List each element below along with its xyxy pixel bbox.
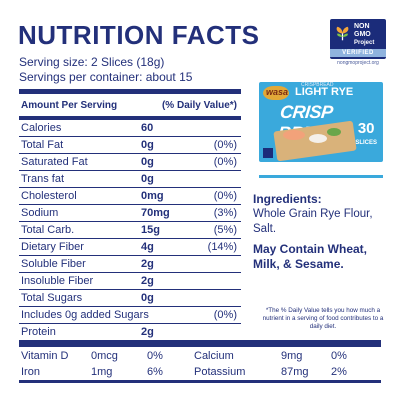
nutrient-amount: 4g bbox=[141, 241, 154, 253]
nutrient-name: Total Sugars bbox=[21, 292, 83, 304]
badge-line2: GMO bbox=[354, 31, 371, 38]
nutrient-name: Protein bbox=[21, 326, 56, 338]
vitamin-row: Iron 1mg 6% Potassium 87mg 2% bbox=[19, 363, 381, 379]
product-divider bbox=[259, 175, 383, 178]
nutrition-facts-title: NUTRITION FACTS bbox=[18, 20, 260, 50]
nutrient-daily-value: (0%) bbox=[213, 156, 237, 168]
table-row: Total Carb. 15g (5%) bbox=[19, 222, 241, 239]
table-row: Calories 60 bbox=[19, 120, 241, 137]
badge-verified: VERIFIED bbox=[330, 49, 386, 57]
table-row: Soluble Fiber 2g bbox=[19, 256, 241, 273]
table-row: Total Sugars 0g bbox=[19, 290, 241, 307]
table-rows: Calories 60 Total Fat 0g (0%) Saturated Fat 0g… bbox=[19, 120, 241, 341]
slice-count: 30 SLICES bbox=[355, 120, 377, 150]
badge-line3: Project bbox=[354, 40, 375, 46]
product-top-tag: CRISPBREAD bbox=[301, 82, 334, 88]
table-row: Insoluble Fiber 2g bbox=[19, 273, 241, 290]
vitamin-name: Calcium bbox=[194, 350, 234, 362]
nutrient-amount: 2g bbox=[141, 275, 154, 287]
table-row: Includes 0g added Sugars (0%) bbox=[19, 307, 241, 324]
vitamins-rows: Vitamin D 0mcg 0% Calcium 9mg 0% Iron 1mg 6% Pota… bbox=[19, 347, 381, 379]
product-non-gmo-icon bbox=[263, 148, 273, 158]
non-gmo-badge: NON GMO Project VERIFIED nongmoproject.o… bbox=[330, 19, 386, 66]
wasa-logo: wasa bbox=[263, 86, 289, 100]
product-image: CRISPBREAD wasa LIGHT RYE CRISP BREAD 30… bbox=[259, 82, 383, 162]
header-amount-per-serving: Amount Per Serving bbox=[21, 100, 118, 111]
vitamin-name: Iron bbox=[21, 366, 40, 378]
daily-value-footnote: *The % Daily Value tells you how much a … bbox=[262, 307, 384, 330]
nutrient-amount: 70mg bbox=[141, 207, 170, 219]
badge-site: nongmoproject.org bbox=[337, 60, 379, 66]
product-variety: LIGHT RYE bbox=[295, 86, 354, 98]
slice-count-number: 30 bbox=[357, 120, 375, 137]
vitamin-amount: 0mcg bbox=[91, 350, 118, 362]
nutrient-name: Soluble Fiber bbox=[21, 258, 86, 270]
nutrient-name: Trans fat bbox=[21, 173, 64, 185]
nutrient-name: Insoluble Fiber bbox=[21, 275, 94, 287]
nutrient-name: Cholesterol bbox=[21, 190, 77, 202]
badge-line1: NON bbox=[354, 23, 370, 30]
nutrient-amount: 0g bbox=[141, 173, 154, 185]
nutrient-amount: 15g bbox=[141, 224, 160, 236]
ingredients-heading: Ingredients: bbox=[253, 192, 322, 206]
vitamin-row: Vitamin D 0mcg 0% Calcium 9mg 0% bbox=[19, 347, 381, 363]
nutrient-daily-value: (3%) bbox=[213, 207, 237, 219]
non-gmo-badge-box: NON GMO Project VERIFIED bbox=[330, 19, 386, 59]
vitamin-amount: 1mg bbox=[91, 366, 113, 378]
nutrient-daily-value: (0%) bbox=[213, 309, 237, 321]
nutrient-amount: 60 bbox=[141, 122, 154, 134]
herb-topping bbox=[327, 128, 341, 136]
nutrient-name: Dietary Fiber bbox=[21, 241, 84, 253]
vitamin-amount: 9mg bbox=[281, 350, 303, 362]
vitamin-dv: 2% bbox=[331, 366, 347, 378]
header-daily-value: (% Daily Value*) bbox=[161, 100, 237, 111]
table-row: Total Fat 0g (0%) bbox=[19, 137, 241, 154]
table-row: Cholesterol 0mg (0%) bbox=[19, 188, 241, 205]
allergen-statement: May Contain Wheat, Milk, & Sesame. bbox=[253, 242, 368, 271]
nutrient-name: Calories bbox=[21, 122, 62, 134]
nutrient-name: Total Carb. bbox=[21, 224, 75, 236]
table-row: Saturated Fat 0g (0%) bbox=[19, 154, 241, 171]
cheese-topping bbox=[309, 134, 327, 143]
nutrient-name: Total Fat bbox=[21, 139, 64, 151]
nutrient-daily-value: (14%) bbox=[207, 241, 237, 253]
table-top-bar bbox=[19, 89, 241, 94]
vitamin-dv: 0% bbox=[331, 350, 347, 362]
servings-per-container: Servings per container: about 15 bbox=[19, 70, 193, 84]
vitamin-amount: 87mg bbox=[281, 366, 309, 378]
butterfly-leaf-icon bbox=[336, 26, 349, 41]
table-row: Dietary Fiber 4g (14%) bbox=[19, 239, 241, 256]
nutrient-daily-value: (0%) bbox=[213, 139, 237, 151]
nutrient-daily-value: (5%) bbox=[213, 224, 237, 236]
vitamins-band: Vitamin D 0mcg 0% Calcium 9mg 0% Iron 1mg 6% Pota… bbox=[19, 340, 381, 383]
nutrition-table: Amount Per Serving (% Daily Value*) Calo… bbox=[19, 89, 241, 341]
vitamins-bottom-bar bbox=[19, 380, 381, 383]
salmon-topping bbox=[283, 130, 305, 140]
serving-size: Serving size: 2 Slices (18g) bbox=[19, 55, 165, 69]
nutrient-amount: 0g bbox=[141, 139, 154, 151]
brand-name: wasa bbox=[266, 87, 289, 97]
table-header: Amount Per Serving (% Daily Value*) bbox=[19, 94, 241, 120]
ingredients-block: Ingredients: Whole Grain Rye Flour, Salt… bbox=[253, 192, 388, 272]
vitamin-dv: 6% bbox=[147, 366, 163, 378]
ingredients-text: Whole Grain Rye Flour, Salt. bbox=[253, 208, 373, 235]
nutrient-amount: 0mg bbox=[141, 190, 164, 202]
nutrient-amount: 0g bbox=[141, 156, 154, 168]
vitamins-top-bar bbox=[19, 340, 381, 347]
nutrient-amount: 2g bbox=[141, 326, 154, 338]
vitamin-name: Potassium bbox=[194, 366, 246, 378]
nutrient-amount: 2g bbox=[141, 258, 154, 270]
nutrient-amount: 0g bbox=[141, 292, 154, 304]
table-row: Trans fat 0g bbox=[19, 171, 241, 188]
table-row: Protein 2g bbox=[19, 324, 241, 341]
nutrient-name: Saturated Fat bbox=[21, 156, 88, 168]
vitamin-name: Vitamin D bbox=[21, 350, 69, 362]
serving-info: Serving size: 2 Slices (18g) Servings pe… bbox=[19, 55, 192, 85]
table-row: Sodium 70mg (3%) bbox=[19, 205, 241, 222]
nutrient-name: Includes 0g added Sugars bbox=[21, 309, 149, 321]
vitamin-dv: 0% bbox=[147, 350, 163, 362]
nutrient-daily-value: (0%) bbox=[213, 190, 237, 202]
nutrient-name: Sodium bbox=[21, 207, 59, 219]
slice-count-unit: SLICES bbox=[355, 140, 377, 146]
